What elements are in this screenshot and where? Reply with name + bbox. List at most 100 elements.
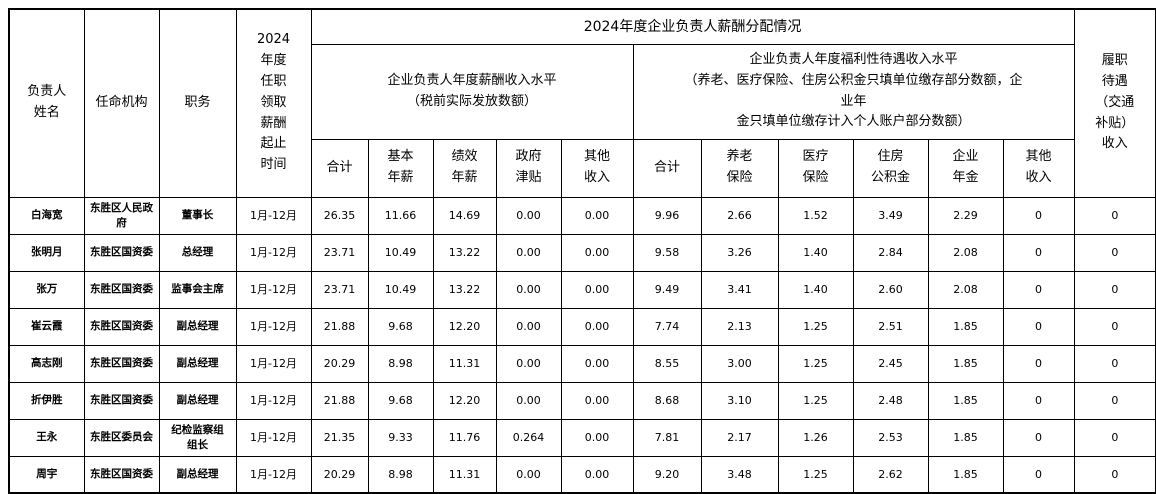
cell-value: 21.88: [310, 307, 369, 346]
cell-name: 高志刚: [8, 344, 85, 383]
header-row-3: 合计 基本 年薪 绩效 年薪 政府 津贴 其他 收入 合计 养老 保险 医疗 保…: [9, 138, 1156, 198]
cell-period: 1月-12月: [235, 344, 312, 383]
cell-value: 0: [1002, 196, 1075, 235]
cell-position: 副总经理: [158, 307, 237, 346]
cell-value: 0: [1002, 381, 1075, 420]
cell-value: 2.13: [700, 307, 779, 346]
cell-value: 9.68: [367, 381, 434, 420]
cell-value: 9.68: [367, 307, 434, 346]
cell-value: 11.66: [367, 196, 434, 235]
cell-value: 0.00: [495, 381, 562, 420]
header-performance-salary: 绩效 年薪: [432, 138, 497, 198]
cell-value: 0.00: [560, 418, 634, 457]
header-enterprise-annuity: 企业 年金: [927, 138, 1004, 198]
cell-value: 0.00: [495, 270, 562, 309]
cell-value: 8.98: [367, 344, 434, 383]
cell-value: 10.49: [367, 233, 434, 272]
cell-value: 2.08: [927, 233, 1004, 272]
cell-value: 0: [1073, 381, 1156, 420]
cell-value: 23.71: [310, 233, 369, 272]
cell-value: 11.76: [432, 418, 497, 457]
cell-value: 8.55: [632, 344, 702, 383]
cell-value: 0.00: [560, 270, 634, 309]
header-row-1: 负责人 姓名 任命机构 职务 2024 年度 任职 领取 薪酬 起止 时间 20…: [8, 8, 1156, 198]
header-welfare-group: 企业负责人年度福利性待遇收入水平 （养老、医疗保险、住房公积金只填单位缴存部分数…: [632, 43, 1075, 140]
header-position: 职务: [158, 8, 237, 198]
table-row: 高志刚 东胜区国资委 副总经理 1月-12月 20.29 8.98 11.31 …: [8, 344, 1156, 383]
cell-position: 副总经理: [158, 344, 237, 383]
header-name: 负责人 姓名: [8, 8, 85, 198]
header-medical-insurance: 医疗 保险: [777, 138, 854, 198]
cell-period: 1月-12月: [235, 233, 312, 272]
cell-value: 3.26: [700, 233, 779, 272]
cell-value: 2.29: [927, 196, 1004, 235]
table-row: 周宇 东胜区国资委 副总经理 1月-12月 20.29 8.98 11.31 0…: [8, 455, 1156, 494]
cell-value: 0.00: [495, 455, 562, 494]
cell-name: 白海宽: [8, 196, 85, 235]
cell-value: 1.25: [777, 307, 854, 346]
cell-value: 9.49: [632, 270, 702, 309]
cell-org: 东胜区国资委: [83, 270, 160, 309]
cell-position: 副总经理: [158, 381, 237, 420]
header-other-income-welfare: 其他 收入: [1002, 138, 1075, 198]
cell-org: 东胜区国资委: [83, 344, 160, 383]
table-row: 崔云霞 东胜区国资委 副总经理 1月-12月 21.88 9.68 12.20 …: [8, 307, 1156, 346]
cell-value: 1.85: [927, 307, 1004, 346]
cell-value: 14.69: [432, 196, 497, 235]
cell-value: 21.88: [310, 381, 369, 420]
cell-value: 7.81: [632, 418, 702, 457]
cell-value: 9.58: [632, 233, 702, 272]
cell-value: 2.17: [700, 418, 779, 457]
cell-value: 9.96: [632, 196, 702, 235]
cell-value: 0: [1073, 307, 1156, 346]
cell-value: 2.60: [852, 270, 929, 309]
cell-value: 0: [1073, 344, 1156, 383]
cell-value: 21.35: [310, 418, 369, 457]
cell-position: 总经理: [158, 233, 237, 272]
cell-value: 2.62: [852, 455, 929, 494]
cell-value: 0: [1073, 455, 1156, 494]
cell-period: 1月-12月: [235, 307, 312, 346]
cell-period: 1月-12月: [235, 196, 312, 235]
cell-value: 9.33: [367, 418, 434, 457]
cell-position: 监事会主席: [158, 270, 237, 309]
cell-value: 0: [1073, 270, 1156, 309]
cell-value: 1.85: [927, 455, 1004, 494]
cell-value: 0: [1002, 455, 1075, 494]
cell-value: 0: [1002, 233, 1075, 272]
cell-value: 20.29: [310, 455, 369, 494]
cell-value: 26.35: [310, 196, 369, 235]
cell-value: 1.52: [777, 196, 854, 235]
cell-value: 1.25: [777, 381, 854, 420]
cell-value: 0: [1002, 418, 1075, 457]
cell-value: 3.48: [700, 455, 779, 494]
cell-value: 7.74: [632, 307, 702, 346]
cell-value: 1.85: [927, 344, 1004, 383]
header-total-salary: 合计: [310, 138, 369, 198]
cell-value: 0.00: [560, 381, 634, 420]
table-row: 白海宽 东胜区人民政府 董事长 1月-12月 26.35 11.66 14.69…: [8, 196, 1156, 235]
cell-value: 2.51: [852, 307, 929, 346]
header-salary-group: 企业负责人年度薪酬收入水平 （税前实际发放数额）: [310, 43, 634, 140]
cell-value: 0: [1002, 344, 1075, 383]
header-base-salary: 基本 年薪: [367, 138, 434, 198]
cell-period: 1月-12月: [235, 455, 312, 494]
cell-value: 9.20: [632, 455, 702, 494]
cell-value: 1.25: [777, 455, 854, 494]
cell-value: 2.08: [927, 270, 1004, 309]
cell-name: 王永: [8, 418, 85, 457]
cell-org: 东胜区国资委: [83, 233, 160, 272]
cell-org: 东胜区人民政府: [83, 196, 160, 235]
table-row: 张万 东胜区国资委 监事会主席 1月-12月 23.71 10.49 13.22…: [8, 270, 1156, 309]
table-row: 折伊胜 东胜区国资委 副总经理 1月-12月 21.88 9.68 12.20 …: [8, 381, 1156, 420]
cell-value: 20.29: [310, 344, 369, 383]
cell-value: 3.49: [852, 196, 929, 235]
cell-value: 0.00: [560, 455, 634, 494]
cell-org: 东胜区委员会: [83, 418, 160, 457]
cell-value: 0: [1073, 233, 1156, 272]
header-period: 2024 年度 任职 领取 薪酬 起止 时间: [235, 8, 312, 198]
cell-period: 1月-12月: [235, 418, 312, 457]
cell-value: 2.53: [852, 418, 929, 457]
cell-name: 折伊胜: [8, 381, 85, 420]
cell-value: 2.84: [852, 233, 929, 272]
